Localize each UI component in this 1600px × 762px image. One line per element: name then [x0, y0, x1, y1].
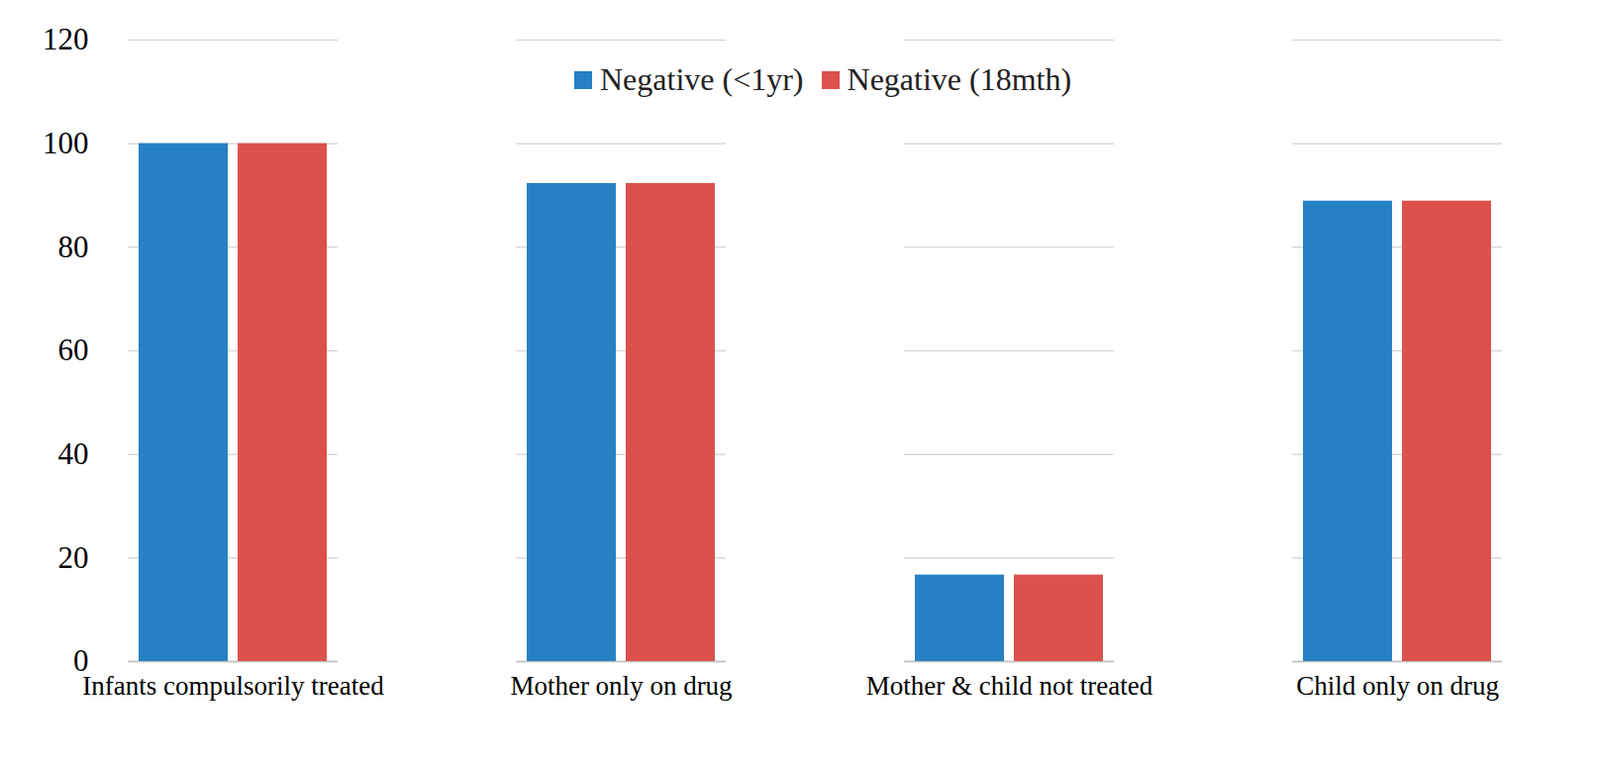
svg-text:Infants compulsorily treated: Infants compulsorily treated — [82, 671, 385, 701]
html-text:Negative (18mth): Negative (18mth) — [847, 61, 1072, 98]
svg-text:60: 60 — [58, 332, 90, 368]
svg-text:40: 40 — [58, 436, 90, 472]
svg-text:20: 20 — [58, 540, 90, 576]
svg-text:Mother only on drug: Mother only on drug — [509, 671, 732, 701]
html-text:Negative (<1yr): Negative (<1yr) — [600, 61, 804, 98]
svg-text:80: 80 — [58, 229, 90, 265]
svg-text:Mother & child not treated: Mother & child not treated — [866, 671, 1154, 701]
svg-text:120: 120 — [42, 21, 90, 57]
svg-text:0: 0 — [73, 643, 90, 679]
svg-text:100: 100 — [42, 125, 90, 161]
svg-text:Child only on drug: Child only on drug — [1296, 671, 1500, 701]
